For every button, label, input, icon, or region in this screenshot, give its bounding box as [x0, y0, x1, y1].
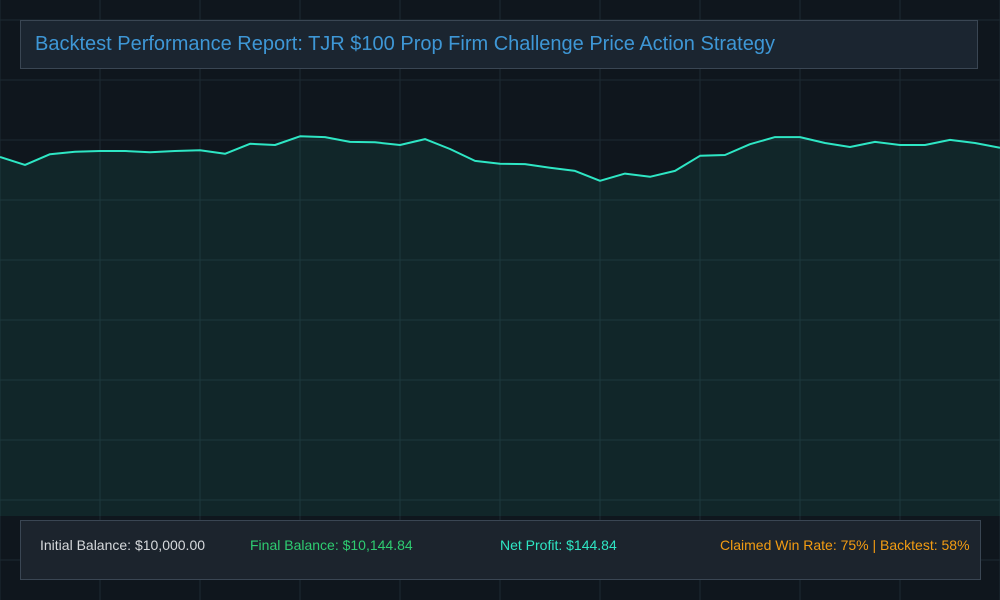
stats-bar: Initial Balance: $10,000.00 Final Balanc… [20, 520, 981, 580]
equity-point [249, 142, 252, 145]
equity-point [899, 144, 902, 147]
equity-point [149, 151, 152, 154]
equity-point [174, 150, 177, 153]
equity-point [574, 169, 577, 172]
equity-point [499, 162, 502, 165]
equity-point [799, 136, 802, 139]
equity-point [299, 135, 302, 138]
equity-point [199, 149, 202, 152]
net-profit-stat: Net Profit: $144.84 [500, 537, 617, 553]
equity-point [824, 142, 827, 145]
equity-point [424, 138, 427, 141]
equity-point [474, 159, 477, 162]
equity-point [774, 136, 777, 139]
report-title: Backtest Performance Report: TJR $100 Pr… [35, 33, 775, 55]
equity-point [949, 138, 952, 141]
equity-point [849, 146, 852, 149]
equity-point [24, 163, 27, 166]
equity-point [374, 141, 377, 144]
equity-point [724, 154, 727, 157]
equity-point [124, 150, 127, 153]
equity-point [524, 163, 527, 166]
equity-area [0, 136, 1000, 517]
equity-point [624, 172, 627, 175]
equity-point [324, 136, 327, 139]
initial-balance-stat: Initial Balance: $10,000.00 [40, 537, 206, 553]
equity-point [874, 140, 877, 143]
equity-point [599, 179, 602, 182]
equity-point [349, 140, 352, 143]
equity-point [674, 169, 677, 172]
equity-line [0, 135, 1000, 182]
equity-point [924, 144, 927, 147]
equity-point [399, 144, 402, 147]
equity-point [699, 154, 702, 157]
equity-point [99, 150, 102, 153]
equity-point [974, 142, 977, 145]
final-balance-stat: Final Balance: $10,144.84 [250, 537, 413, 553]
equity-point [649, 175, 652, 178]
equity-point [274, 144, 277, 147]
title-bar: Backtest Performance Report: TJR $100 Pr… [20, 20, 978, 69]
win-rate-stat: Claimed Win Rate: 75% | Backtest: 58% [720, 537, 970, 553]
equity-point [449, 148, 452, 151]
equity-point [224, 152, 227, 155]
equity-point [49, 153, 52, 156]
equity-point [74, 150, 77, 153]
equity-point [549, 166, 552, 169]
equity-point [749, 143, 752, 146]
